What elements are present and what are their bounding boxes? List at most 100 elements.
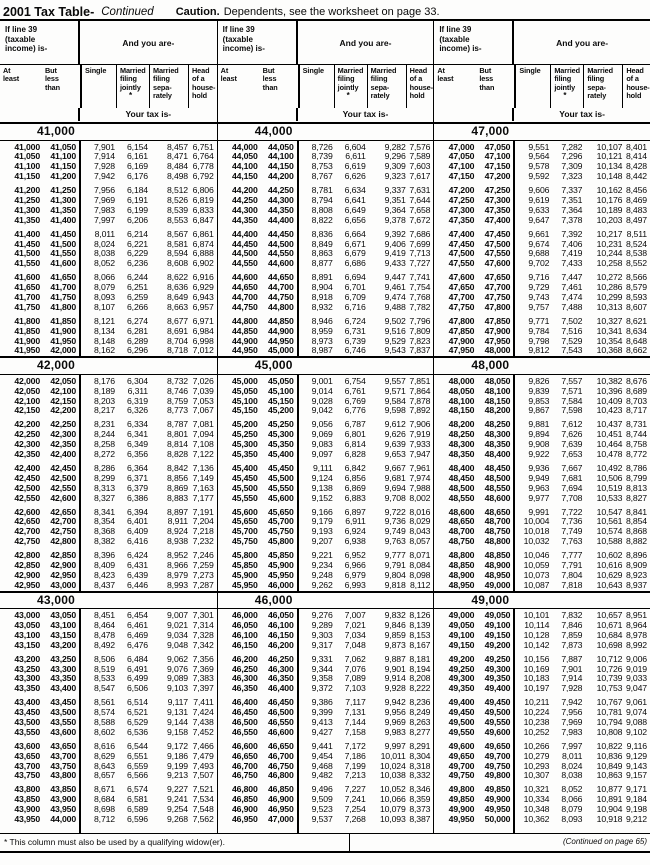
cell-tax-married-jointly: 7,131: [344, 707, 366, 718]
cell-at-least: 42,000: [14, 375, 40, 386]
col-header-head-of-household: Head of a house- hold: [622, 65, 650, 108]
cell-tax-single: 8,038: [94, 248, 115, 259]
cell-at-least: 43,200: [14, 653, 40, 664]
tax-table-row: 44,950 45,000 8,987 6,746 9,543 7,837: [218, 346, 434, 356]
col-header-married-filing-separately: Married filing sepa- rately: [583, 65, 622, 108]
section-label: 46,000: [254, 592, 293, 607]
cell-but-less-than: 45,100: [267, 385, 294, 396]
cell-tax-single: 10,046: [523, 550, 550, 561]
tax-table-row: 49,750 49,800 10,307 8,038 10,863 9,157: [434, 771, 650, 781]
cell-tax-married-jointly: 6,386: [127, 492, 148, 503]
cell-tax-single: 8,093: [94, 291, 115, 302]
cell-at-least: 47,350: [448, 214, 475, 225]
cell-tax-married-separately: 10,629: [596, 569, 623, 580]
cell-tax-single: 9,221: [311, 550, 333, 561]
cell-at-least: 45,150: [231, 405, 258, 416]
cell-tax-single: 10,211: [524, 697, 550, 708]
header-row-1: If line 39 (taxable income) is- And you …: [434, 21, 650, 65]
cell-tax-married-separately: 10,561: [596, 516, 623, 527]
tax-table-row: 43,800 43,850 8,671 6,574 9,227 7,521: [0, 784, 217, 795]
cell-tax-head-of-household: 7,466: [192, 740, 214, 751]
row-group: 43,200 43,250 8,506 6,484 9,062 7,356 43,250 43…: [0, 653, 217, 695]
cell-but-less-than: 45,750: [267, 526, 294, 537]
cell-tax-head-of-household: 7,988: [409, 482, 431, 493]
cell-tax-married-separately: 9,461: [384, 282, 406, 293]
cell-tax-single: 9,894: [528, 429, 550, 440]
cell-tax-head-of-household: 8,387: [409, 814, 431, 825]
cell-tax-head-of-household: 8,579: [625, 282, 647, 293]
cell-tax-married-jointly: 6,544: [127, 740, 148, 751]
cell-but-less-than: 45,300: [267, 429, 294, 440]
cell-but-less-than: 44,000: [50, 814, 76, 825]
tax-table-row: 45,400 45,450 9,111 6,842 9,667 7,961: [218, 463, 434, 474]
cell-at-least: 45,250: [231, 429, 258, 440]
tax-table-row: 49,050 49,100 10,114 7,846 10,671 8,964: [434, 620, 650, 631]
cell-at-least: 46,950: [231, 814, 258, 825]
cell-tax-head-of-household: 7,259: [192, 559, 214, 570]
cell-tax-married-separately: 8,911: [167, 516, 189, 527]
row-group: 45,800 45,850 9,221 6,952 9,777 8,071 45,850 45…: [218, 550, 434, 591]
cell-but-less-than: 42,500: [50, 472, 76, 483]
tax-table-row: 42,450 42,500 8,299 6,371 8,856 7,149: [0, 472, 217, 484]
tax-table-row: 44,250 44,300 8,794 6,641 9,351 7,644: [218, 195, 434, 206]
cell-tax-married-separately: 10,066: [379, 794, 406, 805]
cell-tax-married-separately: 8,594: [167, 248, 188, 259]
section-band: 49,000: [434, 590, 650, 610]
cell-but-less-than: 49,750: [484, 760, 511, 771]
tax-table-row: 48,900 48,950 10,073 7,804 10,629 8,923: [434, 569, 650, 581]
cell-at-least: 49,250: [448, 663, 475, 674]
tax-table-row: 41,200 41,250 7,956 6,184 8,512 6,806: [0, 185, 217, 196]
cell-tax-married-separately: 10,121: [596, 151, 623, 162]
cell-tax-married-jointly: 6,701: [344, 282, 366, 293]
cell-but-less-than: 44,900: [267, 325, 294, 336]
cell-tax-married-separately: 8,581: [167, 238, 188, 249]
cell-tax-head-of-household: 8,291: [409, 740, 431, 751]
cell-at-least: 44,900: [231, 335, 258, 346]
cell-tax-married-separately: 10,836: [596, 750, 623, 761]
row-group: 42,600 42,650 8,341 6,394 8,897 7,191 42,650 42…: [0, 507, 217, 548]
tax-table-row: 41,400 41,450 8,011 6,214 8,567 6,861: [0, 229, 217, 240]
cell-tax-married-separately: 10,272: [596, 272, 623, 283]
cell-tax-head-of-household: 8,236: [409, 697, 431, 708]
cell-tax-married-jointly: 6,244: [127, 272, 148, 283]
cell-tax-single: 9,509: [311, 794, 333, 805]
cell-tax-married-jointly: 7,818: [561, 579, 583, 590]
cell-tax-married-separately: 9,199: [167, 760, 188, 771]
cell-but-less-than: 46,150: [267, 629, 294, 640]
cell-tax-married-separately: 10,286: [596, 282, 623, 293]
cell-tax-married-jointly: 6,739: [344, 335, 366, 346]
income-bracket-section: 42,000 42,000 42,050 8,176 6,304 8,732 7,026 42…: [0, 356, 217, 591]
cell-tax-head-of-household: 9,129: [625, 750, 647, 761]
cell-tax-married-jointly: 7,914: [561, 673, 583, 684]
cell-tax-married-separately: 9,241: [167, 794, 188, 805]
section-band: 45,000: [217, 356, 434, 375]
cell-tax-single: 8,244: [94, 429, 115, 440]
cell-tax-married-separately: 9,859: [384, 629, 406, 640]
tax-table-row: 49,350 49,400 10,197 7,928 10,753 9,047: [434, 683, 650, 694]
row-group: 43,400 43,450 8,561 6,514 9,117 7,411 43,450 43…: [0, 697, 217, 738]
income-bracket-section: 43,000 43,000 43,050 8,451 6,454 9,007 7,301 43…: [0, 590, 217, 833]
panel-sections: 44,000 44,000 44,050 8,726 6,604 9,282 7,576 44…: [217, 122, 434, 833]
cell-but-less-than: 45,900: [267, 559, 294, 570]
cell-tax-married-separately: 9,901: [384, 663, 406, 674]
cell-tax-married-jointly: 6,611: [345, 151, 366, 162]
cell-tax-married-separately: 9,131: [167, 707, 188, 718]
cell-tax-married-jointly: 7,117: [345, 697, 366, 708]
cell-but-less-than: 43,200: [50, 639, 76, 650]
cell-tax-married-jointly: 6,993: [344, 579, 366, 590]
cell-tax-single: 9,097: [311, 449, 333, 460]
taxable-income-header: If line 39 (taxable income) is-: [434, 21, 515, 64]
cell-but-less-than: 47,500: [484, 238, 511, 249]
cell-at-least: 44,000: [231, 141, 258, 152]
cell-tax-married-jointly: 6,536: [127, 726, 148, 737]
cell-tax-married-separately: 10,176: [596, 194, 623, 205]
cell-tax-married-jointly: 7,034: [344, 629, 366, 640]
cell-at-least: 42,850: [14, 559, 40, 570]
cell-but-less-than: 41,700: [50, 282, 76, 293]
cell-tax-single: 9,647: [528, 214, 550, 225]
cell-tax-head-of-household: 8,827: [625, 492, 647, 503]
caution-label: Caution.: [175, 6, 220, 18]
cell-tax-married-separately: 10,093: [379, 814, 406, 825]
column-divider-rule: [79, 609, 81, 833]
cell-tax-married-jointly: 6,787: [344, 419, 366, 430]
